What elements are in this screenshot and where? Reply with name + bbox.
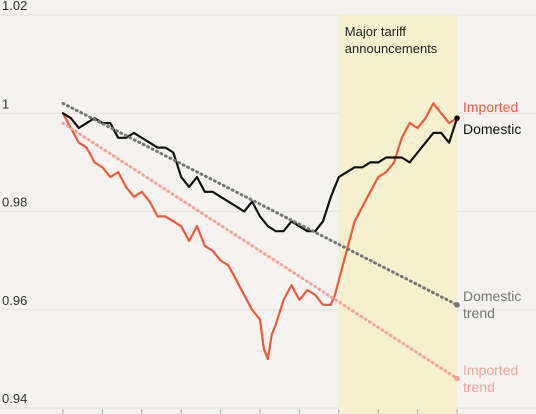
series-lines <box>61 101 459 380</box>
tariff-announcement-region <box>338 15 457 414</box>
y-tick-label-1: 1 <box>2 96 9 111</box>
imported-trend-line <box>61 121 459 380</box>
y-axis-tick-labels: 0.94 0.96 0.98 1 1.02 <box>2 0 27 406</box>
domestic-trend-line <box>61 101 459 307</box>
imported-series-label: Imported <box>463 99 518 115</box>
domestic-trend-end-marker <box>454 302 460 308</box>
x-axis-ticks <box>62 409 458 414</box>
domestic-line <box>61 112 459 233</box>
domestic-end-marker <box>454 115 460 121</box>
imported-trend-label-line-1: Imported <box>463 362 518 378</box>
endpoint-markers <box>454 115 460 382</box>
imported-trend-label-line-2: trend <box>463 379 495 395</box>
shaded-region-label-line-1: Major tariff <box>345 24 407 39</box>
shaded-region-label-line-2: announcements <box>345 41 438 56</box>
domestic-trend-label-line-1: Domestic <box>463 288 521 304</box>
domestic-series-label: Domestic <box>463 121 521 137</box>
y-tick-label-0.94: 0.94 <box>2 391 27 406</box>
y-tick-label-0.98: 0.98 <box>2 195 27 210</box>
domestic-trend-label-line-2: trend <box>463 305 495 321</box>
imported-trend-end-marker <box>454 375 460 382</box>
imported-line <box>61 102 459 360</box>
y-tick-label-1.02: 1.02 <box>2 0 27 13</box>
y-tick-label-0.96: 0.96 <box>2 293 27 308</box>
